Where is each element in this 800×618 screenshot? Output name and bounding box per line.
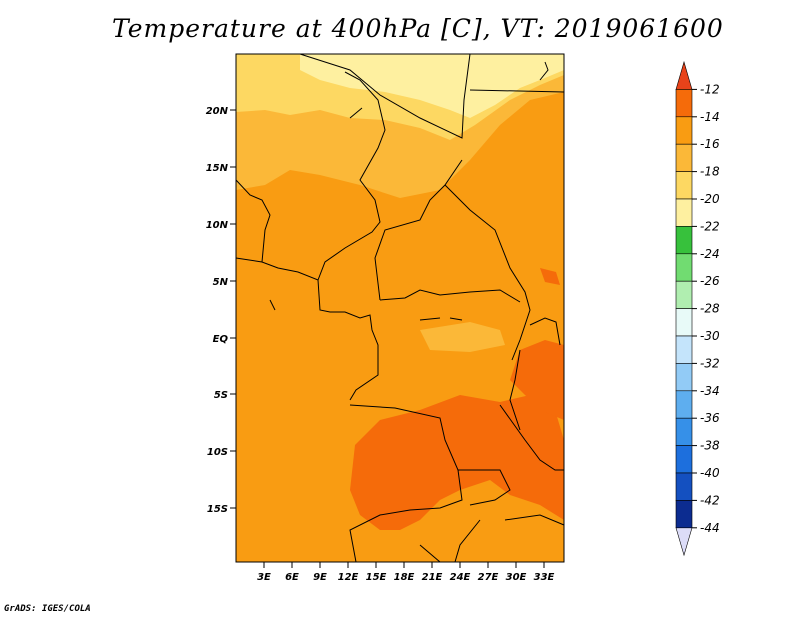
colorbar-label: -16 <box>700 137 720 151</box>
lon-axis: 3E 6E 9E 12E 15E 18E 21E 24E 27E 30E 33E <box>257 562 555 583</box>
colorbar-swatch <box>675 390 693 419</box>
lon-label: 12E <box>338 572 359 583</box>
colorbar-label: -20 <box>700 192 720 206</box>
lat-label: 15S <box>207 504 228 515</box>
lat-label: 5N <box>213 277 229 288</box>
colorbar-label: -28 <box>700 302 720 316</box>
country-borders <box>235 53 565 563</box>
lat-label: 10S <box>207 447 228 458</box>
lon-label: 30E <box>506 572 527 583</box>
lat-label: 15N <box>206 163 229 174</box>
colorbar-swatch <box>675 363 693 392</box>
colorbar-swatch <box>675 89 693 118</box>
lon-label: 24E <box>450 572 471 583</box>
colorbar-label: -42 <box>700 493 720 507</box>
map-frame <box>235 53 565 563</box>
colorbar-label: -30 <box>700 329 720 343</box>
lat-axis: 20N 15N 10N 5N EQ 5S 10S 15S <box>206 106 236 515</box>
temperature-map <box>235 53 565 563</box>
colorbar-label: -40 <box>700 466 720 480</box>
map-title: Temperature at 400hPa [C], VT: 201906160… <box>112 14 724 43</box>
credit-text: GrADS: IGES/COLA <box>4 604 91 614</box>
contour-region-minus16-center <box>420 322 505 352</box>
colorbar-swatch <box>675 335 693 364</box>
colorbar-label: -24 <box>700 247 720 261</box>
colorbar-swatch <box>675 253 693 282</box>
lat-label: 10N <box>206 220 229 231</box>
colorbar-bottom-triangle <box>675 527 693 557</box>
colorbar-label: -34 <box>700 384 720 398</box>
contour-region-minus12-south <box>350 395 564 530</box>
lat-label: EQ <box>213 334 229 345</box>
lon-label: 9E <box>313 572 327 583</box>
contour-region-minus12-east <box>510 340 564 420</box>
colorbar-label: -36 <box>700 411 720 425</box>
contour-region-minus12-lake <box>540 268 560 285</box>
colorbar-swatch <box>675 308 693 337</box>
colorbar: -12 -14 -16 -18 -20 -22 -24 -26 -28 -30 -32 -34 -36 -… <box>675 60 720 557</box>
lon-label: 33E <box>534 572 555 583</box>
colorbar-swatch <box>675 116 693 145</box>
lon-label: 27E <box>478 572 499 583</box>
colorbar-swatch <box>675 198 693 227</box>
colorbar-label: -18 <box>700 165 720 179</box>
lon-label: 6E <box>285 572 299 583</box>
colorbar-top-triangle <box>675 60 693 90</box>
colorbar-swatch <box>675 417 693 446</box>
lon-label: 3E <box>257 572 271 583</box>
colorbar-label: -32 <box>700 356 720 370</box>
colorbar-swatch <box>675 445 693 474</box>
colorbar-label: -14 <box>700 110 720 124</box>
colorbar-swatch <box>675 500 693 529</box>
colorbar-swatch <box>675 143 693 172</box>
colorbar-label: -22 <box>700 219 720 233</box>
contour-region-minus20-north <box>300 54 564 118</box>
lat-label: 20N <box>206 106 229 117</box>
colorbar-swatch <box>675 280 693 309</box>
colorbar-label: -12 <box>700 82 720 96</box>
colorbar-swatch <box>675 472 693 501</box>
lat-label: 5S <box>214 390 228 401</box>
colorbar-label: -26 <box>700 274 720 288</box>
colorbar-swatch <box>675 226 693 255</box>
lon-label: 18E <box>394 572 415 583</box>
colorbar-swatch <box>675 171 693 200</box>
colorbar-label: -44 <box>700 521 720 535</box>
lon-label: 15E <box>366 572 387 583</box>
colorbar-label: -38 <box>700 439 720 453</box>
lon-label: 21E <box>422 572 443 583</box>
